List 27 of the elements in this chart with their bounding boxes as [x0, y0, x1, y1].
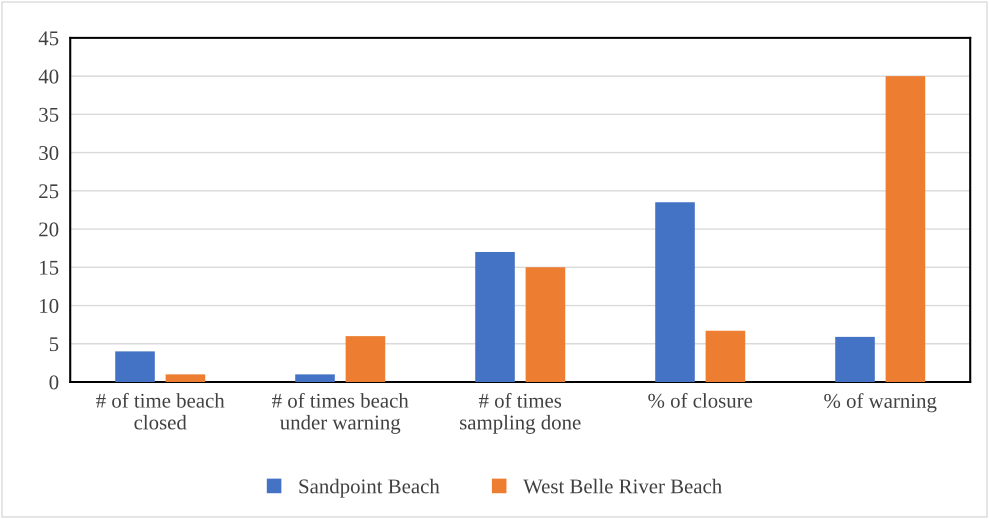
y-tick-label: 30 [39, 146, 58, 160]
legend-label: West Belle River Beach [523, 478, 722, 494]
y-tick-label: 15 [40, 260, 58, 275]
y-tick-label: 10 [40, 298, 58, 313]
bar [706, 330, 746, 382]
bar [295, 374, 335, 382]
bar [886, 76, 926, 382]
bar [835, 336, 875, 382]
bar [475, 252, 515, 382]
y-tick-label: 45 [38, 31, 58, 46]
bar [655, 202, 695, 382]
x-tick-label: # of time beach closed [96, 392, 224, 430]
bar [346, 336, 386, 382]
x-tick-label: # of times sampling done [460, 392, 581, 434]
y-tick-label: 5 [50, 337, 58, 352]
y-tick-label: 20 [39, 222, 58, 236]
legend-label: Sandpoint Beach [299, 478, 440, 498]
y-tick-label: 35 [39, 108, 58, 122]
x-tick-label: % of warning [824, 393, 937, 412]
bar [526, 267, 566, 382]
y-tick-label: 25 [39, 184, 58, 198]
y-tick-label: 0 [49, 375, 58, 390]
bar [166, 374, 206, 382]
y-tick-label: 40 [38, 69, 58, 84]
bar [115, 351, 155, 382]
x-tick-label: % of closure [648, 392, 752, 408]
x-tick-label: # of times beach under warning [272, 392, 408, 434]
